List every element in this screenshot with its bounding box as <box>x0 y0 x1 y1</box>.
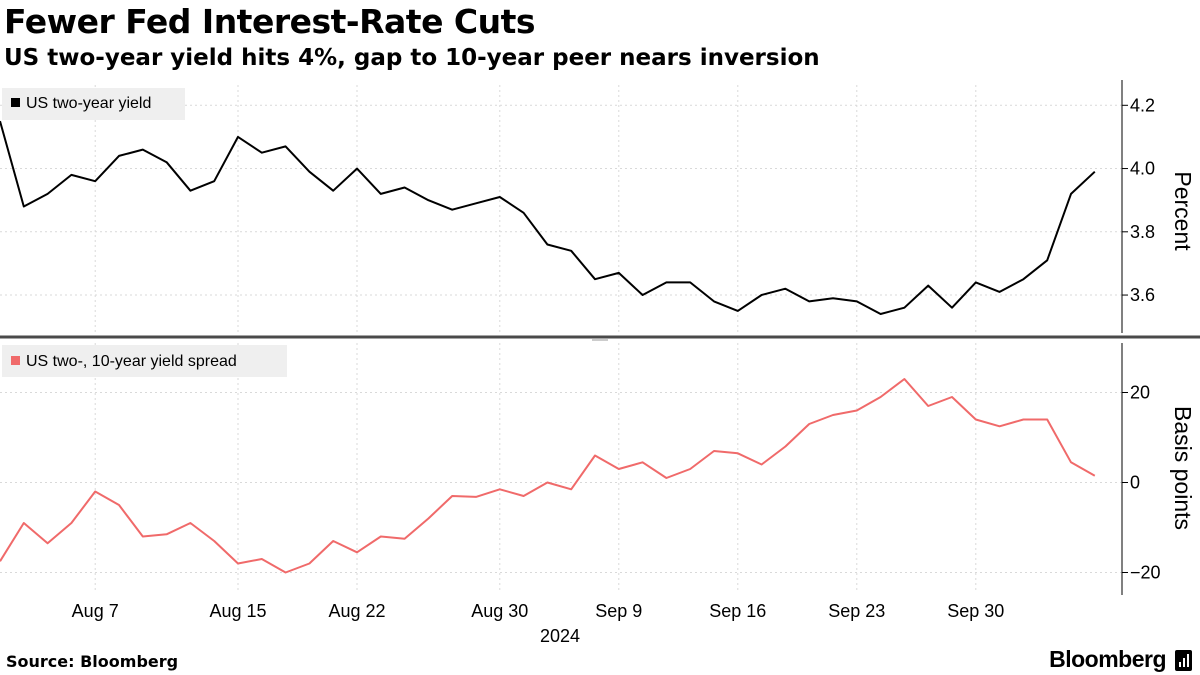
spread-axis-title: Basis points <box>1170 406 1196 530</box>
x-tick-label-1: Aug 15 <box>209 601 266 621</box>
yield-legend-swatch <box>11 98 20 107</box>
yield-legend-box <box>2 88 185 120</box>
yield-ytick-label-0: 3.6 <box>1130 285 1155 305</box>
source-note: Source: Bloomberg <box>6 652 179 671</box>
x-axis: 2024 Aug 7 Aug 15 Aug 22 Aug 30 Sep 9 Sep 16 S… <box>72 601 1005 646</box>
yield-ytick-label-1: 3.8 <box>1130 222 1155 242</box>
spread-panel: US two-, 10-year yield spread −20 0 20 Bas… <box>0 343 1196 595</box>
spread-legend-box <box>2 345 287 377</box>
x-tick-label-0: Aug 7 <box>72 601 119 621</box>
gridlines <box>0 85 1122 593</box>
chart-subtitle: US two-year yield hits 4%, gap to 10-yea… <box>4 45 820 71</box>
spread-series-line <box>0 378 1096 574</box>
x-tick-label-5: Sep 16 <box>709 601 766 621</box>
yield-ytick-label-2: 4.0 <box>1130 159 1155 179</box>
x-tick-label-2: Aug 22 <box>328 601 385 621</box>
bloomberg-chart-icon <box>1175 650 1192 671</box>
bloomberg-logo: Bloomberg <box>1049 646 1166 672</box>
yield-legend-label: US two-year yield <box>26 95 151 112</box>
yield-ytick-label-3: 4.2 <box>1130 95 1155 115</box>
chart-title: Fewer Fed Interest-Rate Cuts <box>4 2 536 41</box>
spread-ytick-label-0: −20 <box>1130 563 1161 583</box>
spread-legend-label: US two-, 10-year yield spread <box>26 353 237 370</box>
yield-panel: US two-year yield 3.6 3.8 4.0 4.2 Percent <box>0 80 1196 333</box>
x-tick-label-4: Sep 9 <box>595 601 642 621</box>
x-tick-label-7: Sep 30 <box>947 601 1004 621</box>
spread-ytick-label-2: 20 <box>1130 383 1150 403</box>
spread-legend-swatch <box>11 356 20 365</box>
yield-series-line <box>0 120 1096 315</box>
x-axis-year-label: 2024 <box>540 626 580 646</box>
x-tick-label-6: Sep 23 <box>828 601 885 621</box>
x-tick-label-3: Aug 30 <box>471 601 528 621</box>
spread-ytick-label-1: 0 <box>1130 473 1140 493</box>
yield-axis-title: Percent <box>1170 171 1196 251</box>
